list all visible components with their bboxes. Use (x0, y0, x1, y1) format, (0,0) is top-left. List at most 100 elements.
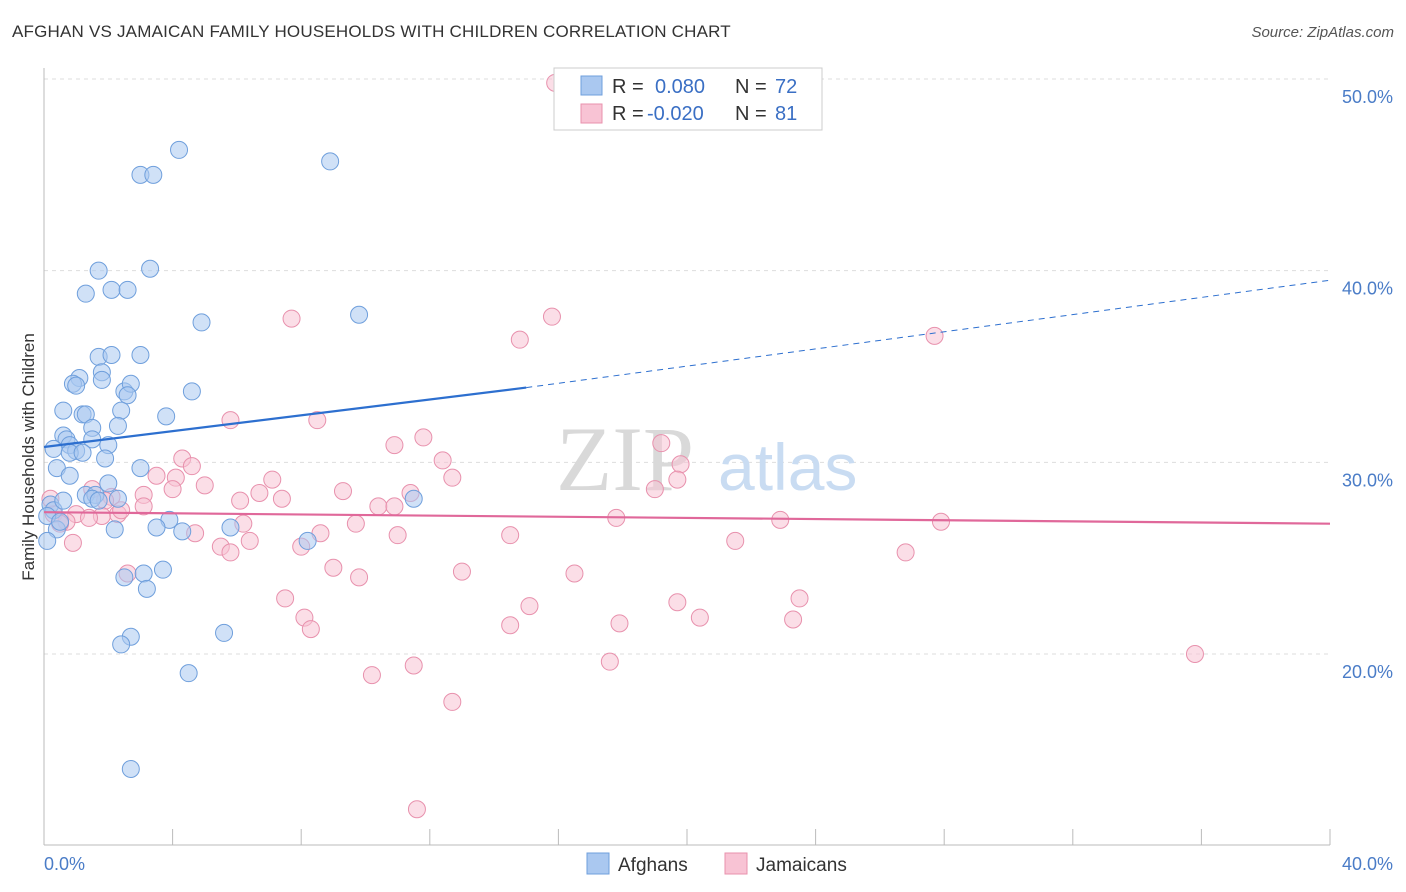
afghan-points (38, 140, 423, 778)
jamaican-point (333, 482, 352, 501)
chart-source: Source: ZipAtlas.com (1251, 24, 1394, 41)
legend-r-label-2: R = (612, 103, 644, 125)
jamaican-point (690, 608, 709, 627)
afghan-point (121, 760, 140, 778)
jamaican-point (931, 512, 950, 531)
afghan-point (131, 459, 150, 478)
afghan-point (321, 152, 340, 171)
jamaican-point (385, 497, 404, 516)
afghan-point (96, 449, 115, 468)
axes (43, 68, 1331, 846)
afghan-point (89, 491, 108, 510)
legend-r-value-1: 0.080 (655, 76, 705, 98)
afghan-point (215, 623, 234, 642)
jamaican-point (652, 434, 671, 453)
legend-n-value-1: 72 (775, 76, 797, 98)
jamaican-point (1185, 645, 1204, 663)
jamaican-point (147, 466, 166, 485)
afghan-point (170, 140, 189, 159)
afghan-point (157, 407, 176, 426)
trend-lines (43, 279, 1331, 525)
jamaican-point (63, 533, 82, 552)
jamaican-point (600, 652, 619, 671)
afghan-point (51, 512, 70, 531)
legend-r-label-1: R = (612, 76, 644, 98)
afghan-point (44, 439, 63, 458)
legend-jamaican-swatch (580, 103, 603, 124)
watermark: ZIP atlas (556, 408, 857, 510)
jamaican-point (163, 480, 182, 499)
jamaican-point (784, 610, 803, 629)
jamaican-point (443, 468, 462, 487)
jamaicans-swatch (724, 852, 748, 875)
jamaican-point (404, 656, 423, 675)
jamaican-point (385, 436, 404, 455)
x-tick-label: 40.0% (1342, 854, 1393, 874)
afghan-point (54, 491, 73, 510)
jamaican-point (346, 514, 365, 533)
jamaican-point (896, 543, 915, 562)
grid (44, 78, 1330, 655)
jamaican-point (520, 597, 539, 616)
jamaican-point (134, 497, 153, 516)
afghan-point (134, 564, 153, 583)
afghan-point (144, 165, 163, 184)
afghan-point (115, 568, 134, 587)
jamaican-point (433, 451, 452, 470)
jamaican-point (240, 531, 259, 550)
afghan-point (182, 382, 201, 401)
afghan-point (153, 560, 172, 579)
watermark-zip: ZIP (556, 408, 694, 510)
jamaican-point (668, 470, 687, 489)
afghan-point (76, 284, 95, 303)
jamaican-point (726, 531, 745, 550)
afghan-point (102, 346, 121, 364)
afghan-trend-extension (526, 279, 1331, 389)
jamaican-point (362, 666, 381, 685)
afghan-point (108, 489, 127, 508)
afghan-point (108, 416, 127, 435)
legend-r-value-2: -0.020 (647, 103, 704, 125)
afghan-point (38, 531, 57, 550)
jamaican-point (501, 526, 520, 545)
afghan-point (92, 370, 111, 389)
jamaican-point (645, 480, 664, 499)
jamaican-point (790, 589, 809, 608)
afghans-legend-label: Afghans (618, 855, 688, 876)
afghan-point (192, 313, 211, 332)
jamaican-point (350, 568, 369, 587)
jamaican-point (565, 564, 584, 583)
jamaican-point (925, 326, 944, 345)
afghan-point (89, 261, 108, 280)
afghan-point (179, 664, 198, 683)
afghan-point (73, 443, 92, 462)
afghan-trend-line (43, 386, 527, 449)
y-tick-label: 50.0% (1342, 87, 1393, 107)
afghan-point (131, 346, 150, 364)
series-legend: Afghans Jamaicans (586, 852, 847, 876)
jamaican-point (263, 470, 282, 489)
jamaican-point (324, 558, 343, 577)
afghan-point (173, 522, 192, 541)
jamaican-point (671, 455, 690, 474)
afghan-point (404, 489, 423, 508)
afghan-point (60, 466, 79, 485)
watermark-atlas: atlas (718, 430, 857, 504)
afghan-point (141, 259, 160, 278)
jamaican-point (414, 428, 433, 447)
jamaicans-legend-label: Jamaicans (756, 855, 847, 876)
jamaican-point (282, 309, 301, 328)
afghan-point (118, 280, 137, 299)
afghan-point (221, 518, 240, 537)
jamaican-point (272, 489, 291, 508)
afghan-point (350, 305, 369, 324)
afghan-point (118, 386, 137, 405)
jamaican-point (668, 593, 687, 612)
y-tick-labels: 20.0% 30.0% 40.0% 50.0% (1342, 87, 1393, 682)
y-tick-label: 30.0% (1342, 470, 1393, 490)
jamaican-point (221, 543, 240, 562)
legend-afghan-swatch (580, 75, 603, 96)
afghan-point (102, 280, 121, 299)
y-tick-label: 40.0% (1342, 279, 1393, 299)
jamaican-point (221, 411, 240, 430)
